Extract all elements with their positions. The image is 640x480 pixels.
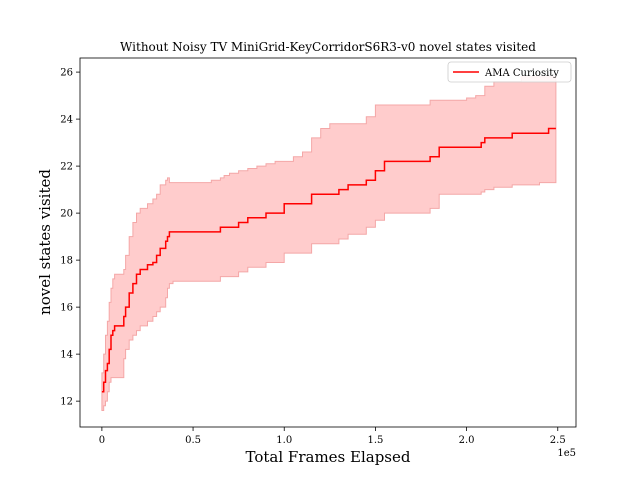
legend-label-ama-curiosity: AMA Curiosity <box>484 68 559 79</box>
y-tick-label: 14 <box>60 350 73 361</box>
y-tick-label: 26 <box>60 68 73 79</box>
confidence-band <box>101 76 557 411</box>
plot-frame <box>79 57 577 428</box>
y-tick-label: 22 <box>60 162 73 173</box>
y-tick-label: 18 <box>60 256 73 267</box>
y-tick-label: 24 <box>60 115 73 126</box>
x-tick-label: 1.0 <box>276 435 292 446</box>
x-axis-ticks: 0 0.5 1.0 1.5 2.0 2.5 <box>99 427 566 446</box>
y-axis-label: novel states visited <box>36 169 54 315</box>
plot-area <box>101 76 557 411</box>
mean-line <box>101 127 556 393</box>
x-tick-label: 0 <box>99 435 105 446</box>
x-axis-offset-label: 1e5 <box>557 448 576 459</box>
x-tick-label: 0.5 <box>185 435 201 446</box>
legend: AMA Curiosity <box>447 61 572 83</box>
x-tick-label: 2.0 <box>459 435 475 446</box>
chart-title: Without Noisy TV MiniGrid-KeyCorridorS6R… <box>120 40 536 54</box>
y-tick-label: 20 <box>60 209 73 220</box>
legend-box <box>447 61 572 83</box>
x-axis-label: Total Frames Elapsed <box>246 448 411 466</box>
x-tick-label: 1.5 <box>367 435 383 446</box>
x-tick-label: 2.5 <box>550 435 566 446</box>
y-tick-label: 12 <box>60 397 73 408</box>
y-tick-label: 16 <box>60 303 73 314</box>
y-axis-ticks: 12 14 16 18 20 22 24 26 <box>60 68 80 408</box>
